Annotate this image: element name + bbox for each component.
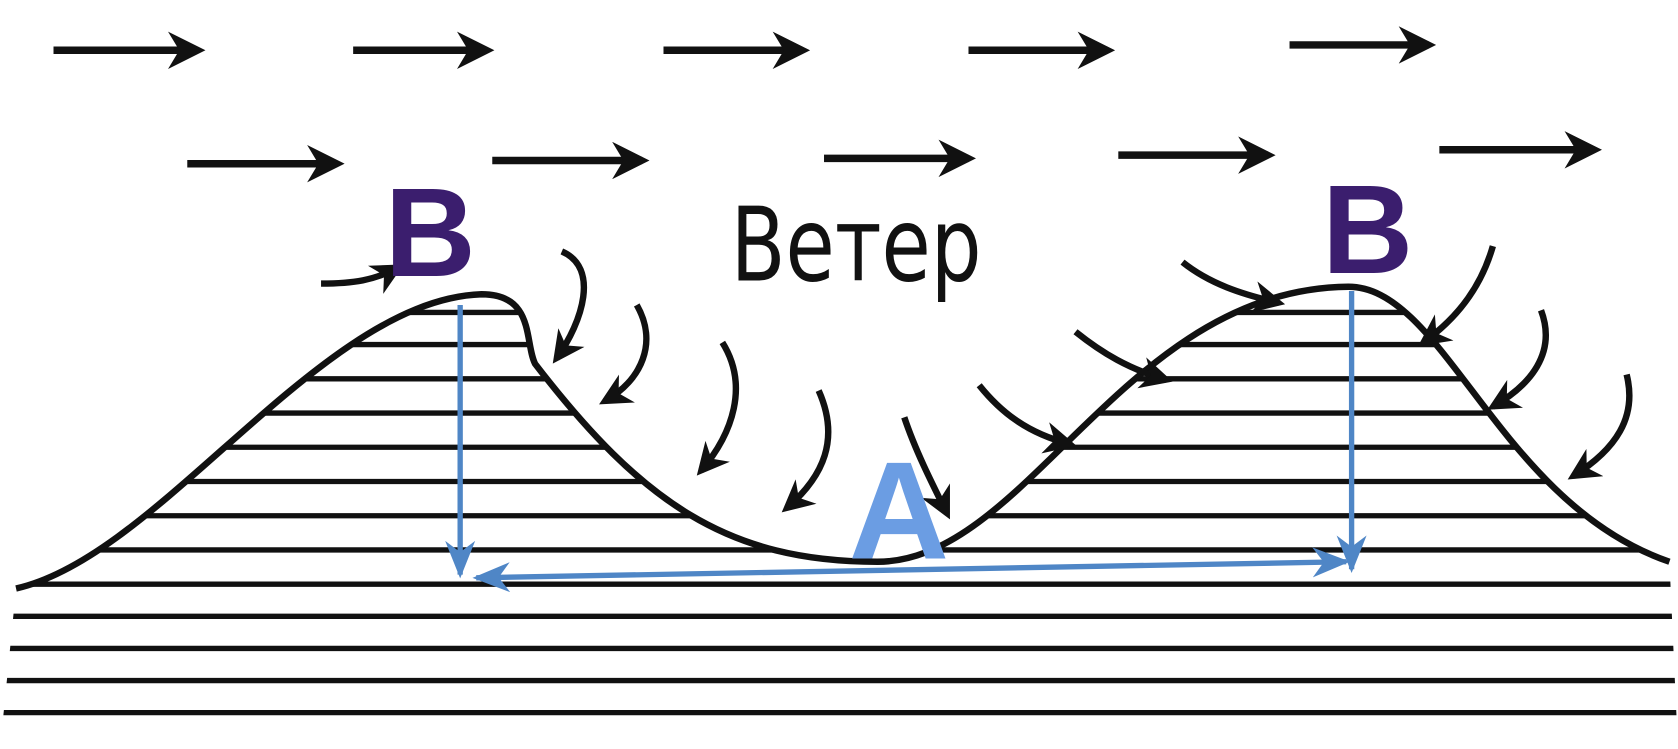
- dimension-lines: [445, 291, 1367, 593]
- wavelength-label: A: [849, 434, 949, 589]
- eddy-arrows: [321, 245, 1633, 520]
- wind-arrows: [53, 26, 1603, 183]
- hatching: [0, 309, 1678, 716]
- crest-label: B: [1322, 159, 1413, 300]
- wind-label: Ветер: [731, 184, 982, 304]
- crest-label: B: [385, 162, 476, 303]
- wave-profile: [15, 283, 1671, 592]
